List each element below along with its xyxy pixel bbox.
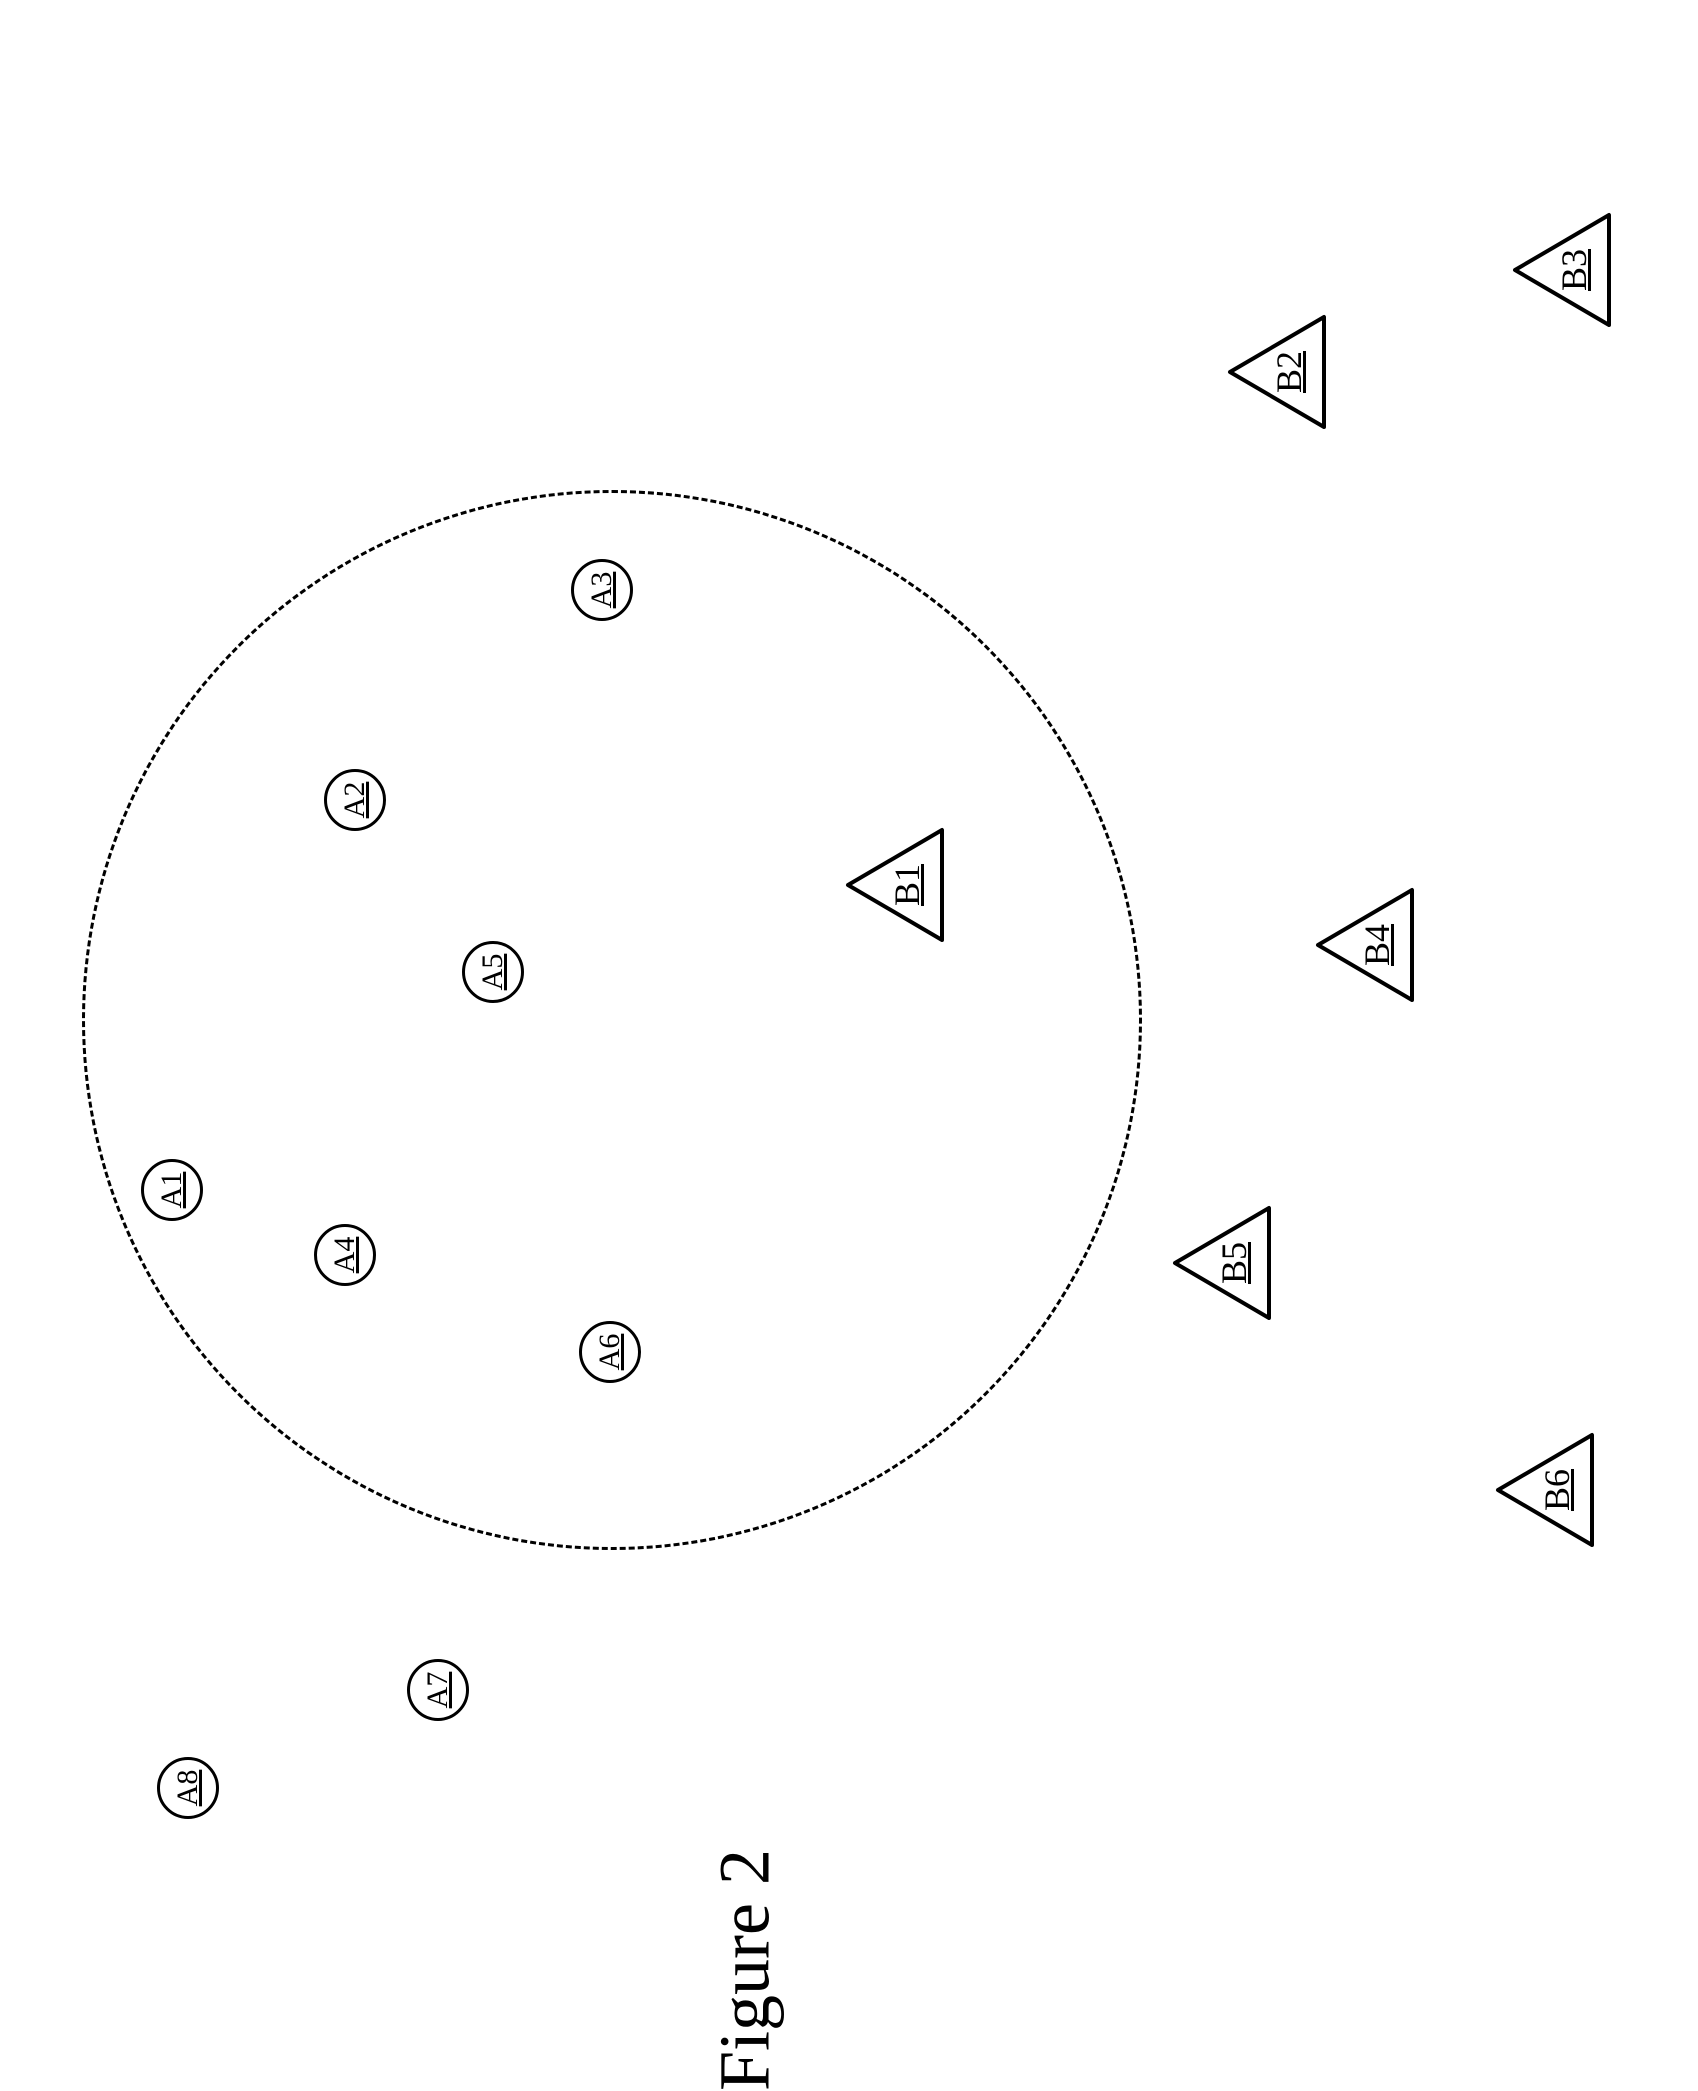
circle-node-a3: A3	[571, 559, 633, 621]
triangle-node-b6: B6	[1494, 1431, 1596, 1549]
circle-node-label: A1	[157, 1172, 187, 1209]
circle-node-label: A6	[595, 1334, 625, 1371]
circle-node-label: A3	[587, 572, 617, 609]
triangle-node-b2: B2	[1226, 313, 1328, 431]
diagram-canvas: A1 A2 A3 A4 A5 A6 A7 A8 B1 B2 B3 B4 B5 B6 Figure 2	[0, 0, 1698, 2088]
triangle-node-label: B4	[1359, 924, 1395, 966]
triangle-node-label: B6	[1539, 1469, 1575, 1511]
circle-node-label: A2	[340, 782, 370, 819]
triangle-node-b4: B4	[1314, 886, 1416, 1004]
triangle-node-label: B2	[1271, 351, 1307, 393]
triangle-node-label: B1	[889, 864, 925, 906]
circle-node-label: A4	[330, 1237, 360, 1274]
circle-node-a7: A7	[407, 1659, 469, 1721]
triangle-node-b3: B3	[1511, 211, 1613, 329]
triangle-node-b1: B1	[844, 826, 946, 944]
circle-node-a4: A4	[314, 1224, 376, 1286]
circle-node-a2: A2	[324, 769, 386, 831]
circle-node-label: A5	[478, 954, 508, 991]
circle-node-a5: A5	[462, 941, 524, 1003]
circle-node-a6: A6	[579, 1321, 641, 1383]
circle-node-label: A7	[423, 1672, 453, 1709]
triangle-node-label: B3	[1556, 249, 1592, 291]
triangle-node-label: B5	[1216, 1242, 1252, 1284]
circle-node-a8: A8	[157, 1757, 219, 1819]
cluster-boundary	[82, 490, 1142, 1550]
triangle-node-b5: B5	[1171, 1204, 1273, 1322]
figure-caption: Figure 2	[704, 1849, 787, 2091]
circle-node-a1: A1	[141, 1159, 203, 1221]
circle-node-label: A8	[173, 1770, 203, 1807]
